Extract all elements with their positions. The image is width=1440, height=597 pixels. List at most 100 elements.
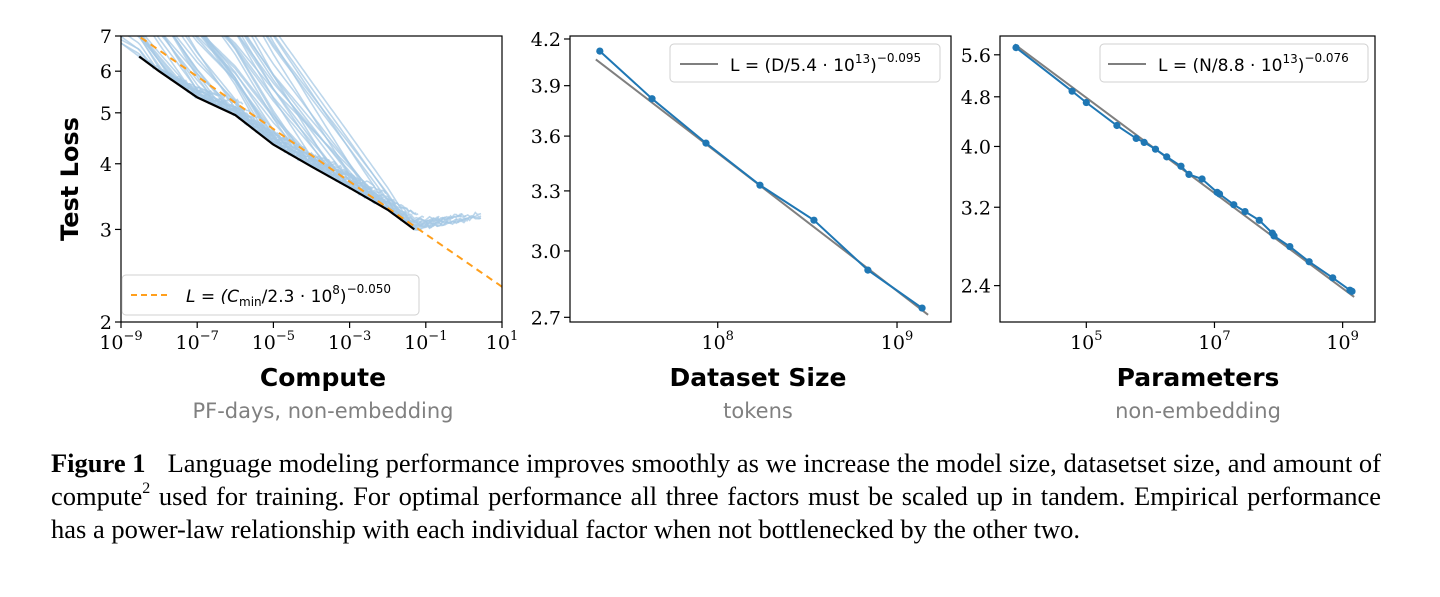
data-point (1198, 175, 1206, 183)
compute-y-axis-label: Test Loss (56, 117, 84, 241)
legend-part: ) (870, 56, 877, 76)
training-curve (161, 36, 289, 146)
x-tick-exponent: 9 (1351, 329, 1359, 344)
parameters-legend-box (1099, 43, 1369, 83)
data-point (1068, 87, 1076, 95)
compute-legend-box (121, 274, 420, 316)
training-curve (220, 36, 369, 189)
legend-part: L = (C (186, 287, 239, 307)
data-point (1241, 207, 1249, 216)
dataset-axes-frame (569, 35, 952, 323)
data-point (702, 139, 710, 147)
legend-part: −0.095 (877, 51, 921, 65)
training-curve (244, 36, 453, 228)
legend-part: min (239, 295, 262, 309)
legend-part: ) (1298, 56, 1305, 76)
data-point (1230, 201, 1238, 209)
x-tick-label: 105 (1070, 329, 1102, 354)
x-tick-base: 10 (701, 332, 725, 354)
data-point (1140, 138, 1148, 147)
x-tick-base: 10 (252, 332, 276, 354)
compute-frontier-line (138, 55, 415, 231)
y-tick-label: 2 (100, 312, 112, 334)
parameters-axes-frame (999, 35, 1376, 323)
x-tick-label: 10−7 (176, 329, 219, 354)
data-point (1329, 274, 1337, 282)
y-tick-label: 4 (100, 154, 112, 176)
y-tick-label: 3.3 (531, 181, 561, 203)
legend-part: 13 (855, 52, 870, 66)
y-tick-label: 4.8 (961, 87, 991, 109)
dataset-x-axis-sublabel: tokens (723, 399, 793, 423)
data-point (1113, 121, 1121, 130)
x-tick-label: 101 (486, 329, 518, 354)
legend-part: −0.076 (1304, 51, 1348, 65)
y-tick-label: 3 (100, 219, 112, 241)
compute-fit-line (136, 36, 502, 288)
training-curve (253, 36, 482, 226)
compute-legend-label: L = (Cmin/2.3 · 108)−0.050 (186, 282, 391, 309)
data-series-line (599, 50, 923, 309)
caption-label: Figure 1 (51, 448, 146, 478)
legend-part: L = (N/8.8 · 10 (1158, 56, 1282, 76)
caption-footnote-marker: 2 (142, 480, 151, 498)
x-tick-base: 10 (486, 332, 510, 354)
x-tick-base: 10 (881, 332, 905, 354)
data-point (1215, 190, 1224, 198)
caption-text-part1: Language modeling performance improves s… (51, 448, 1381, 511)
compute-x-axis-label: Compute (260, 363, 386, 392)
x-tick-base: 10 (1070, 332, 1094, 354)
training-curve (191, 36, 367, 188)
data-point (596, 47, 604, 55)
x-tick-exponent: −7 (200, 329, 219, 344)
data-point (864, 266, 872, 274)
data-point (810, 216, 818, 224)
x-tick-label: 10−5 (252, 329, 295, 354)
data-point (648, 95, 656, 103)
x-tick-label: 108 (701, 329, 733, 354)
legend-part: 8 (332, 283, 340, 297)
data-point (918, 304, 926, 312)
x-tick-base: 10 (404, 332, 428, 354)
x-tick-exponent: −3 (352, 329, 371, 344)
dataset-legend: L = (D/5.4 · 1013)−0.095 (669, 43, 941, 83)
x-tick-base: 10 (328, 332, 352, 354)
x-tick-exponent: 5 (1094, 329, 1102, 344)
legend-part: /2.3 · 10 (262, 287, 333, 307)
y-tick-label: 2.7 (531, 307, 561, 329)
data-point (1132, 134, 1140, 143)
data-point (1348, 287, 1356, 295)
data-point (1270, 232, 1278, 240)
data-point (1177, 162, 1185, 170)
training-curve (266, 36, 482, 231)
dataset-legend-label: L = (D/5.4 · 1013)−0.095 (730, 51, 921, 76)
dataset-legend-box (669, 43, 941, 83)
data-point (1151, 145, 1160, 153)
data-point (1255, 216, 1263, 224)
legend-part: ) (340, 287, 347, 307)
y-tick-label: 7 (100, 26, 112, 48)
data-point (1082, 98, 1090, 107)
x-tick-exponent: 8 (726, 329, 734, 344)
y-tick-label: 6 (100, 61, 112, 83)
x-tick-label: 10−9 (99, 329, 142, 354)
data-series-line (1015, 46, 1353, 293)
y-tick-label: 5.6 (961, 45, 991, 67)
y-tick-label: 2.4 (961, 276, 991, 298)
data-point (1012, 43, 1020, 52)
caption-text-part2: used for training. For optimal performan… (51, 481, 1381, 544)
figure-caption: Figure 1 Language modeling performance im… (51, 447, 1381, 546)
x-tick-exponent: 9 (905, 329, 913, 344)
parameters-x-axis-label: Parameters (1117, 363, 1280, 392)
x-tick-label: 109 (1326, 329, 1358, 354)
data-point (1185, 170, 1193, 179)
x-tick-label: 107 (1198, 329, 1230, 354)
parameters-x-axis-sublabel: non-embedding (1115, 399, 1281, 423)
